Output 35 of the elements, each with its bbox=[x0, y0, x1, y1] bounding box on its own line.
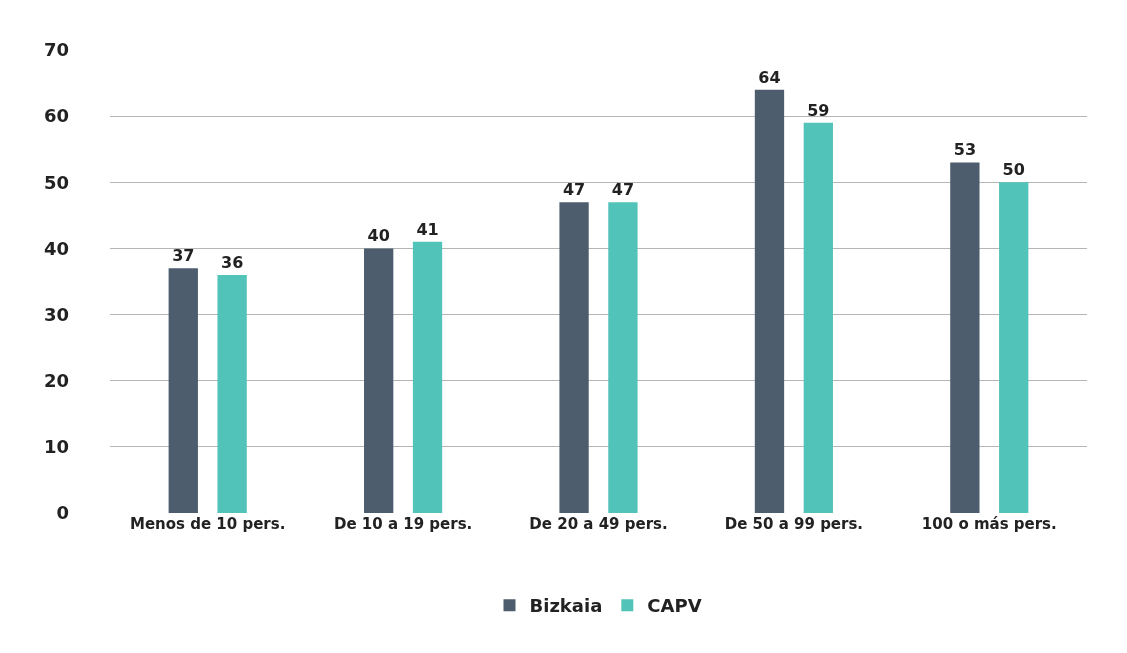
bar bbox=[608, 202, 638, 513]
bar bbox=[217, 274, 247, 513]
bar bbox=[364, 248, 394, 513]
data-label: 47 bbox=[562, 180, 586, 200]
data-label: 36 bbox=[220, 252, 244, 272]
bar bbox=[754, 89, 785, 513]
data-label: 53 bbox=[953, 140, 977, 160]
data-label: 40 bbox=[367, 226, 390, 246]
bar bbox=[803, 122, 833, 513]
y-tick-label: 30 bbox=[43, 303, 69, 325]
bar bbox=[412, 241, 443, 513]
bar bbox=[559, 202, 589, 513]
y-tick-label: 50 bbox=[43, 171, 69, 193]
y-tick-label: 20 bbox=[43, 370, 69, 392]
x-tick-label: 100 o más pers. bbox=[921, 515, 1057, 533]
data-label: 37 bbox=[172, 246, 195, 266]
y-tick-label: 70 bbox=[43, 39, 69, 61]
data-label: 59 bbox=[807, 100, 830, 120]
bar bbox=[999, 182, 1029, 513]
y-tick-label: 10 bbox=[43, 436, 69, 458]
y-tick-label: 0 bbox=[56, 502, 69, 524]
data-label: 64 bbox=[758, 67, 781, 87]
bar bbox=[168, 268, 198, 513]
legend-label: CAPV bbox=[647, 595, 702, 617]
data-label: 47 bbox=[611, 180, 635, 200]
x-tick-label: De 10 a 19 pers. bbox=[333, 515, 473, 533]
data-label: 50 bbox=[1002, 160, 1025, 180]
y-tick-label: 60 bbox=[43, 105, 69, 127]
x-tick-label: De 50 a 99 pers. bbox=[724, 515, 864, 533]
y-tick-label: 40 bbox=[43, 237, 69, 259]
x-tick-label: Menos de 10 pers. bbox=[130, 515, 286, 533]
x-tick-label: De 20 a 49 pers. bbox=[529, 515, 668, 533]
legend-label: Bizkaia bbox=[529, 595, 603, 617]
bar bbox=[950, 162, 980, 513]
data-label: 41 bbox=[416, 219, 439, 239]
